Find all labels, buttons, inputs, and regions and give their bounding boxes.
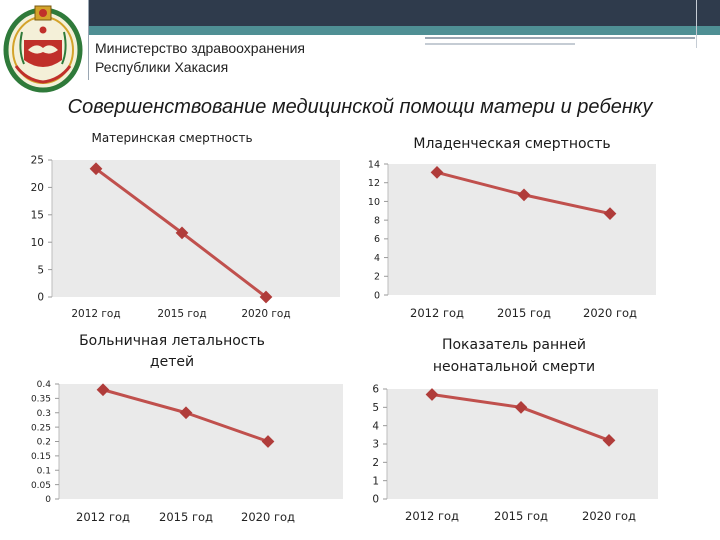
x-tick-label: 2020 год <box>582 509 636 523</box>
chart-title: неонатальной смерти <box>433 359 595 375</box>
coat-of-arms-emblem <box>3 5 83 93</box>
x-tick-label: 2015 год <box>497 306 551 320</box>
data-point <box>425 388 439 401</box>
data-point <box>89 162 103 176</box>
y-tick-label: 0.3 <box>37 409 51 419</box>
y-tick-label: 0 <box>372 494 379 506</box>
chart-title: Младенческая смертность <box>413 136 610 152</box>
x-tick-label: 2012 год <box>71 308 120 320</box>
y-tick-label: 10 <box>368 197 380 208</box>
y-tick-label: 0.35 <box>31 395 51 405</box>
y-tick-label: 0.25 <box>31 423 51 433</box>
y-tick-label: 4 <box>372 420 379 432</box>
slide-title: Совершенствование медицинской помощи мат… <box>67 96 653 118</box>
x-tick-label: 2015 год <box>159 510 213 524</box>
y-tick-label: 10 <box>31 237 44 249</box>
x-tick-label: 2015 год <box>494 509 548 523</box>
plot-area <box>59 384 343 499</box>
y-tick-label: 4 <box>374 253 380 264</box>
y-tick-label: 12 <box>368 178 380 189</box>
header-bar <box>88 0 720 26</box>
header-divider <box>88 0 89 80</box>
y-tick-label: 0.1 <box>37 466 51 476</box>
chart-title: Показатель ранней <box>442 337 586 353</box>
header-accent-bar <box>88 26 720 35</box>
y-tick-label: 0 <box>374 290 380 301</box>
data-point <box>259 290 273 304</box>
x-tick-label: 2015 год <box>157 308 206 320</box>
chart-title: Больничная летальность <box>79 333 265 349</box>
header-divider <box>696 0 697 48</box>
y-tick-label: 1 <box>372 475 379 487</box>
y-tick-label: 15 <box>31 209 44 221</box>
y-tick-label: 2 <box>372 457 379 469</box>
y-tick-label: 6 <box>372 384 379 396</box>
header-divider <box>425 43 575 45</box>
plot-area <box>52 160 340 297</box>
y-tick-label: 6 <box>374 234 380 245</box>
y-tick-label: 5 <box>37 264 44 276</box>
data-point <box>175 226 189 240</box>
y-tick-label: 0.15 <box>31 452 51 462</box>
x-tick-label: 2012 год <box>405 509 459 523</box>
y-tick-label: 0 <box>37 292 44 304</box>
x-tick-label: 2012 год <box>410 306 464 320</box>
x-tick-label: 2020 год <box>241 308 290 320</box>
y-tick-label: 0.05 <box>31 481 51 491</box>
plot-area <box>388 164 656 295</box>
y-tick-label: 25 <box>31 155 44 167</box>
y-tick-label: 0.4 <box>37 380 52 390</box>
y-tick-label: 3 <box>372 439 379 451</box>
header-divider <box>425 37 695 39</box>
ministry-name-line2: Республики Хакасия <box>95 59 229 75</box>
y-tick-label: 0 <box>45 495 51 505</box>
chart-title: Материнская смертность <box>91 131 252 145</box>
ministry-name: Министерство здравоохранения Республики … <box>95 39 305 77</box>
x-tick-label: 2020 год <box>241 510 295 524</box>
data-point <box>261 435 275 448</box>
y-tick-label: 0.2 <box>37 438 51 448</box>
y-tick-label: 8 <box>374 215 380 226</box>
y-tick-label: 20 <box>31 182 44 194</box>
data-point <box>430 166 444 179</box>
data-point <box>179 406 193 420</box>
x-tick-label: 2012 год <box>76 510 130 524</box>
ministry-name-line1: Министерство здравоохранения <box>95 40 305 56</box>
y-tick-label: 5 <box>372 402 379 414</box>
x-tick-label: 2020 год <box>583 306 637 320</box>
data-point <box>96 383 110 397</box>
y-tick-label: 14 <box>368 159 380 170</box>
y-tick-label: 2 <box>374 272 380 283</box>
chart-title: детей <box>150 354 194 370</box>
